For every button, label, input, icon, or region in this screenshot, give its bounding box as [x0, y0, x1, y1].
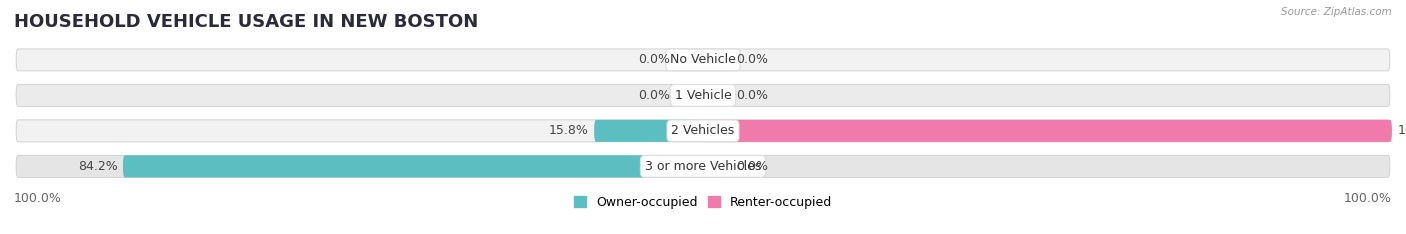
FancyBboxPatch shape: [703, 120, 1392, 142]
Text: 100.0%: 100.0%: [14, 192, 62, 205]
FancyBboxPatch shape: [15, 120, 1391, 142]
Text: 0.0%: 0.0%: [638, 53, 669, 66]
Text: 3 or more Vehicles: 3 or more Vehicles: [645, 160, 761, 173]
Legend: Owner-occupied, Renter-occupied: Owner-occupied, Renter-occupied: [574, 196, 832, 209]
FancyBboxPatch shape: [595, 120, 703, 142]
Text: HOUSEHOLD VEHICLE USAGE IN NEW BOSTON: HOUSEHOLD VEHICLE USAGE IN NEW BOSTON: [14, 13, 478, 31]
Text: 84.2%: 84.2%: [77, 160, 117, 173]
FancyBboxPatch shape: [675, 84, 703, 106]
Text: 100.0%: 100.0%: [1344, 192, 1392, 205]
Text: 0.0%: 0.0%: [737, 53, 768, 66]
FancyBboxPatch shape: [703, 155, 731, 177]
Text: No Vehicle: No Vehicle: [671, 53, 735, 66]
Text: 15.8%: 15.8%: [548, 124, 589, 137]
Text: 1 Vehicle: 1 Vehicle: [675, 89, 731, 102]
Text: Source: ZipAtlas.com: Source: ZipAtlas.com: [1281, 7, 1392, 17]
FancyBboxPatch shape: [703, 49, 731, 71]
FancyBboxPatch shape: [703, 84, 731, 106]
Text: 0.0%: 0.0%: [638, 89, 669, 102]
FancyBboxPatch shape: [675, 49, 703, 71]
FancyBboxPatch shape: [15, 49, 1391, 71]
Text: 0.0%: 0.0%: [737, 89, 768, 102]
FancyBboxPatch shape: [15, 155, 1391, 177]
Text: 0.0%: 0.0%: [737, 160, 768, 173]
Text: 100.0%: 100.0%: [1398, 124, 1406, 137]
FancyBboxPatch shape: [15, 84, 1391, 106]
FancyBboxPatch shape: [122, 155, 703, 177]
Text: 2 Vehicles: 2 Vehicles: [672, 124, 734, 137]
